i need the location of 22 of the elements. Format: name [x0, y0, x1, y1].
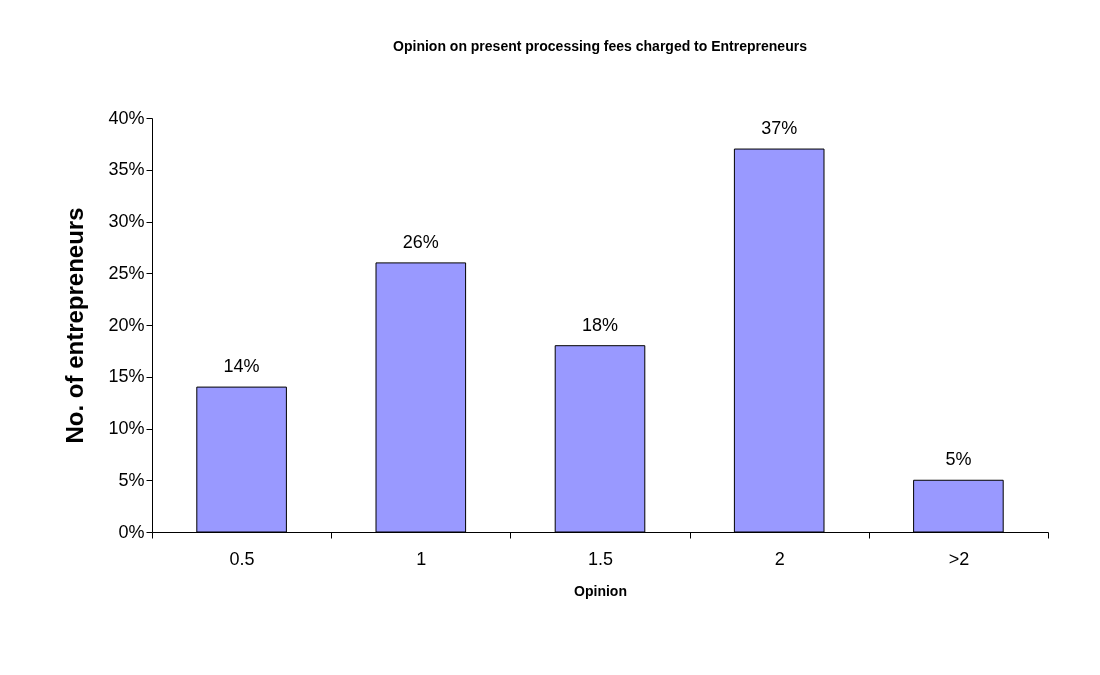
x-tick-label: 2: [774, 548, 785, 569]
x-tick-label: 1: [416, 548, 427, 569]
x-tick-label: 0.5: [229, 548, 255, 569]
data-label: 18%: [581, 314, 619, 335]
y-tick-label: 35%: [108, 159, 145, 180]
y-tick-label: 25%: [108, 262, 145, 283]
y-tick-label: 5%: [118, 469, 145, 490]
data-label: 26%: [402, 231, 439, 252]
chart-title: Opinion on present processing fees charged to Entrepreneurs: [393, 38, 808, 54]
x-tick-label: >2: [948, 548, 970, 569]
y-tick-label: 10%: [108, 418, 145, 438]
data-label: 37%: [761, 118, 798, 139]
x-tick-label: 1.5: [587, 548, 614, 569]
y-tick-label: 20%: [108, 314, 145, 335]
y-tick-label: 40%: [108, 107, 145, 128]
data-label: 14%: [223, 356, 260, 377]
y-axis-title: No. of entrepreneurs: [61, 207, 89, 444]
y-tick-label: 0%: [118, 521, 145, 542]
x-axis-title: Opinion: [574, 582, 627, 599]
y-tick-label: 15%: [108, 366, 145, 387]
y-tick-label: 30%: [108, 211, 145, 231]
data-label: 5%: [945, 449, 972, 470]
